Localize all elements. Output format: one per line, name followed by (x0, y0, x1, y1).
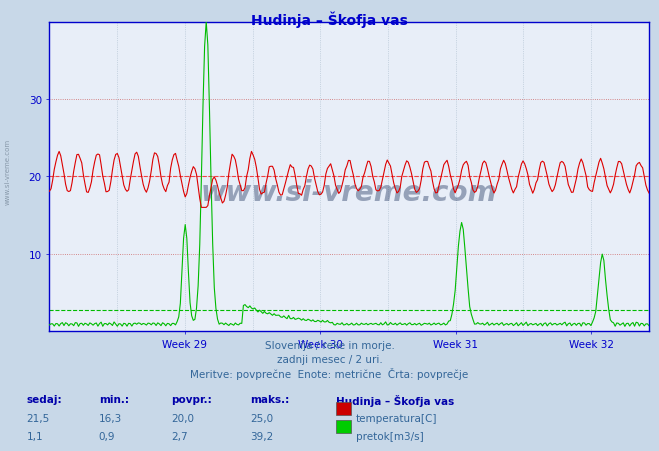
Text: temperatura[C]: temperatura[C] (356, 413, 438, 423)
Text: 2,7: 2,7 (171, 431, 188, 441)
Text: Meritve: povprečne  Enote: metrične  Črta: povprečje: Meritve: povprečne Enote: metrične Črta:… (190, 368, 469, 380)
Text: 20,0: 20,0 (171, 413, 194, 423)
Text: 25,0: 25,0 (250, 413, 273, 423)
Text: www.si-vreme.com: www.si-vreme.com (201, 179, 498, 207)
Text: www.si-vreme.com: www.si-vreme.com (5, 138, 11, 204)
Text: 1,1: 1,1 (26, 431, 43, 441)
Text: povpr.:: povpr.: (171, 395, 212, 405)
Text: 0,9: 0,9 (99, 431, 115, 441)
Text: pretok[m3/s]: pretok[m3/s] (356, 431, 424, 441)
Text: 16,3: 16,3 (99, 413, 122, 423)
Text: min.:: min.: (99, 395, 129, 405)
Text: 39,2: 39,2 (250, 431, 273, 441)
Text: maks.:: maks.: (250, 395, 290, 405)
Text: Slovenija / reke in morje.: Slovenija / reke in morje. (264, 341, 395, 350)
Text: 21,5: 21,5 (26, 413, 49, 423)
Text: Hudinja – Škofja vas: Hudinja – Škofja vas (336, 395, 454, 407)
Text: sedaj:: sedaj: (26, 395, 62, 405)
Text: Hudinja – Škofja vas: Hudinja – Škofja vas (251, 11, 408, 28)
Text: zadnji mesec / 2 uri.: zadnji mesec / 2 uri. (277, 354, 382, 364)
